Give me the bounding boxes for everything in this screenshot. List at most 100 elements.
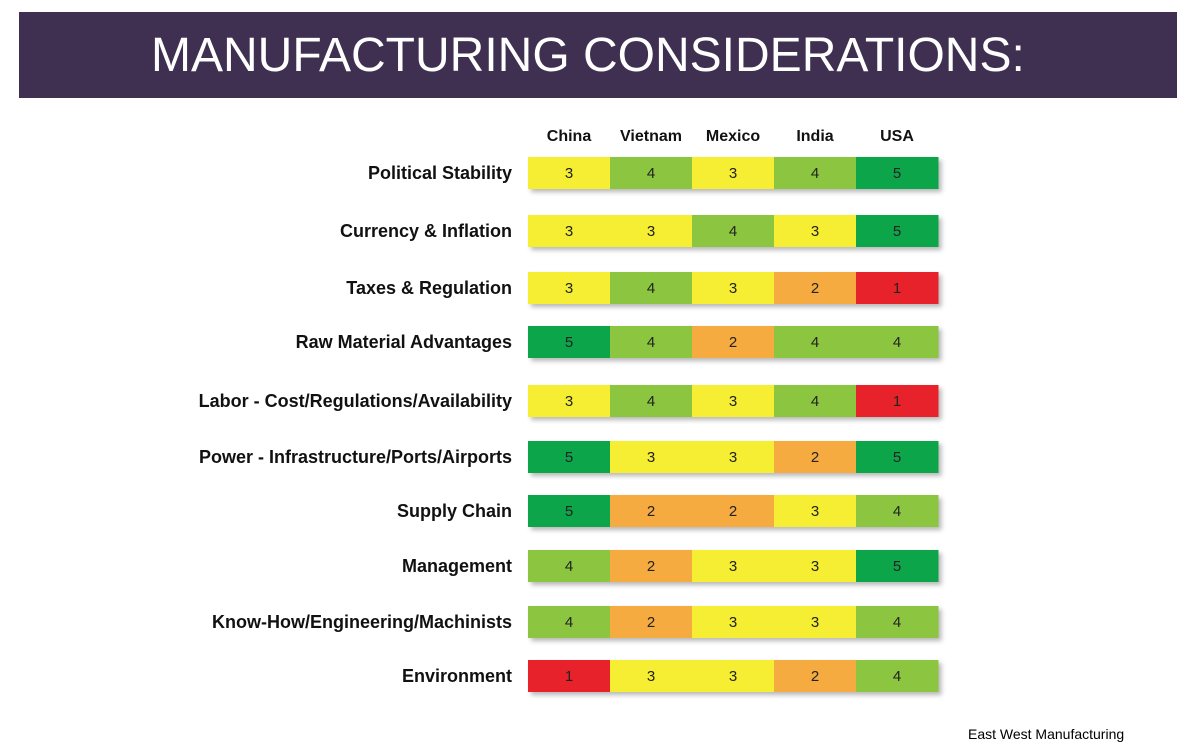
row-label: Currency & Inflation: [340, 221, 512, 241]
cell-value-label: 3: [729, 558, 737, 575]
heatmap-cells: 3 4 3 4 5 3 3 4 3 5 3 4 3 2 1 5 4 2 4 4 3 4 3 4 1 5 3 3 2 5 5 2 2 3 4 4 2 3 3 5…: [528, 157, 939, 692]
heatmap-cell: [692, 272, 775, 304]
cell-value-label: 5: [893, 558, 901, 575]
heatmap-cell: [774, 606, 857, 638]
cell-value-label: 3: [565, 165, 573, 182]
heatmap-cell: [610, 441, 693, 473]
cell-value-label: 3: [729, 165, 737, 182]
heatmap-cell: [528, 550, 611, 582]
cell-value-label: 2: [729, 334, 737, 351]
cell-value-label: 3: [565, 223, 573, 240]
heatmap-cell: [774, 215, 857, 247]
heatmap-row: [528, 660, 939, 692]
heatmap-cell: [528, 326, 611, 358]
cell-value-label: 4: [647, 280, 655, 297]
heatmap-cell: [610, 660, 693, 692]
cell-value-label: 2: [647, 558, 655, 575]
row-label: Management: [402, 556, 512, 576]
heatmap-cell: [528, 157, 611, 189]
heatmap-row: [528, 215, 939, 247]
cell-value-label: 4: [811, 393, 819, 410]
cell-value-label: 4: [893, 668, 901, 685]
row-label: Environment: [402, 666, 512, 686]
cell-value-label: 4: [893, 503, 901, 520]
cell-value-label: 4: [811, 334, 819, 351]
heatmap-cell: [528, 441, 611, 473]
cell-value-label: 5: [565, 449, 573, 466]
cell-value-label: 3: [565, 280, 573, 297]
column-header-mexico: Mexico: [706, 128, 760, 145]
cell-value-label: 5: [893, 449, 901, 466]
cell-value-label: 3: [729, 280, 737, 297]
cell-value-label: 3: [647, 668, 655, 685]
heatmap-cell: [692, 550, 775, 582]
heatmap-cell: [856, 495, 939, 527]
cell-value-label: 5: [893, 165, 901, 182]
heatmap-row: [528, 495, 939, 527]
heatmap-cell: [774, 272, 857, 304]
heatmap-cell: [528, 272, 611, 304]
heatmap-cell: [610, 215, 693, 247]
heatmap-cell: [528, 215, 611, 247]
row-label: Taxes & Regulation: [346, 278, 512, 298]
heatmap-cell: [856, 660, 939, 692]
column-header-india: India: [796, 128, 833, 145]
heatmap-cell: [856, 606, 939, 638]
heatmap-cell: [774, 495, 857, 527]
cell-value-label: 2: [811, 668, 819, 685]
heatmap-cell: [610, 272, 693, 304]
heatmap-cell: [610, 157, 693, 189]
heatmap-cell: [610, 385, 693, 417]
heatmap-cell: [774, 550, 857, 582]
heatmap-cell: [774, 157, 857, 189]
heatmap-cell: [610, 495, 693, 527]
heatmap-cell: [692, 157, 775, 189]
cell-value-label: 3: [729, 449, 737, 466]
cell-value-label: 4: [647, 165, 655, 182]
heatmap-cell: [692, 660, 775, 692]
cell-value-label: 4: [893, 334, 901, 351]
row-labels: Political Stability Currency & Inflation T…: [199, 163, 512, 686]
heatmap-cell: [610, 550, 693, 582]
heatmap-cell: [528, 660, 611, 692]
cell-value-label: 3: [647, 223, 655, 240]
cell-value-label: 5: [893, 223, 901, 240]
cell-value-label: 3: [729, 393, 737, 410]
column-headers: China Vietnam Mexico India USA: [547, 128, 915, 145]
cell-value-label: 3: [811, 558, 819, 575]
cell-value-label: 2: [811, 280, 819, 297]
heatmap-row: [528, 606, 939, 638]
heatmap-cell: [610, 326, 693, 358]
heatmap-cell: [528, 606, 611, 638]
cell-value-label: 3: [811, 614, 819, 631]
heatmap-cell: [692, 385, 775, 417]
heatmap-cell: [692, 441, 775, 473]
row-label: Know-How/Engineering/Machinists: [212, 612, 512, 632]
cell-value-label: 4: [565, 614, 573, 631]
cell-value-label: 3: [729, 614, 737, 631]
cell-value-label: 1: [893, 280, 901, 297]
heatmap-cell: [856, 550, 939, 582]
cell-value-label: 3: [811, 503, 819, 520]
row-label: Power - Infrastructure/Ports/Airports: [199, 447, 512, 467]
heatmap-cell: [610, 606, 693, 638]
heatmap-cell: [692, 326, 775, 358]
heatmap-row: [528, 326, 939, 358]
cell-value-label: 5: [565, 503, 573, 520]
heatmap-cell: [774, 441, 857, 473]
heatmap-row: [528, 385, 939, 417]
heatmap-cell: [856, 215, 939, 247]
cell-value-label: 3: [729, 668, 737, 685]
heatmap-row: [528, 550, 939, 582]
heatmap-cell: [692, 606, 775, 638]
heatmap-row: [528, 157, 939, 189]
cell-value-label: 4: [811, 165, 819, 182]
row-label: Raw Material Advantages: [296, 332, 512, 352]
cell-value-label: 2: [647, 614, 655, 631]
cell-value-label: 4: [647, 334, 655, 351]
page-title: MANUFACTURING CONSIDERATIONS:: [151, 29, 1025, 82]
heatmap-cell: [528, 385, 611, 417]
column-header-vietnam: Vietnam: [620, 128, 682, 145]
heatmap-cell: [856, 385, 939, 417]
